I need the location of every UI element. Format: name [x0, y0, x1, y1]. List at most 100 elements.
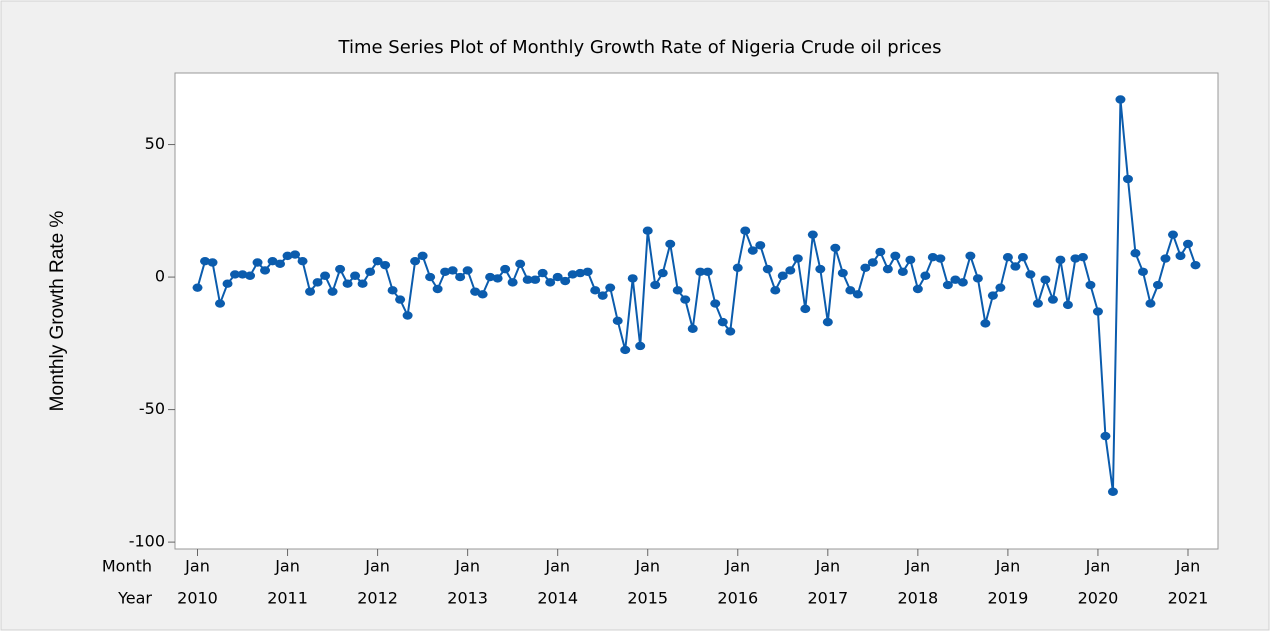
marker	[755, 241, 766, 250]
x-tick-label: Jan	[905, 557, 931, 576]
marker	[252, 258, 263, 267]
marker	[575, 268, 586, 278]
marker	[500, 264, 511, 274]
marker	[245, 271, 256, 280]
marker	[1152, 280, 1163, 290]
marker	[470, 287, 481, 296]
marker	[710, 299, 721, 308]
marker	[890, 251, 901, 261]
y-tick-label: -100	[129, 532, 165, 551]
marker	[950, 275, 961, 284]
marker	[1047, 295, 1058, 304]
marker	[380, 260, 391, 270]
marker	[567, 270, 578, 279]
marker	[702, 267, 713, 276]
marker	[687, 324, 698, 333]
x-tick-label: Jan	[184, 557, 210, 576]
marker	[942, 280, 953, 290]
marker	[852, 290, 863, 299]
marker	[905, 255, 916, 265]
marker	[867, 258, 878, 267]
marker	[582, 267, 593, 276]
chart-title: Time Series Plot of Monthly Growth Rate …	[338, 37, 942, 58]
marker	[612, 316, 623, 326]
marker	[417, 251, 428, 261]
y-tick-label: -50	[139, 399, 165, 418]
marker	[192, 283, 203, 292]
marker	[1085, 280, 1096, 290]
marker	[972, 274, 983, 283]
marker	[987, 291, 998, 300]
marker	[747, 246, 758, 255]
marker	[522, 275, 533, 284]
y-axis-label: Monthly Growth Rate %	[47, 211, 68, 412]
marker	[830, 243, 841, 253]
marker	[335, 264, 346, 274]
marker	[327, 287, 338, 296]
x-tick-label: Jan	[1085, 557, 1111, 576]
marker	[207, 258, 218, 267]
marker	[447, 266, 458, 275]
marker	[1167, 230, 1178, 239]
marker	[305, 287, 316, 296]
y-tick-label: 50	[145, 134, 165, 153]
x-tick-label: Jan	[274, 557, 300, 576]
marker	[215, 299, 226, 308]
marker	[1040, 275, 1051, 284]
marker	[402, 311, 413, 320]
x-tick-label: Jan	[454, 557, 480, 576]
marker	[530, 275, 541, 284]
marker	[387, 286, 398, 295]
marker	[440, 267, 451, 276]
marker	[777, 271, 788, 280]
marker	[650, 280, 661, 290]
x-tick-year: 2016	[717, 589, 758, 608]
marker	[620, 345, 631, 355]
marker	[1025, 270, 1036, 279]
marker	[695, 267, 706, 276]
marker	[537, 268, 548, 278]
marker	[365, 267, 376, 276]
marker	[282, 251, 293, 261]
x-row-label: Month	[102, 557, 152, 576]
x-tick-year: 2019	[988, 589, 1029, 608]
marker	[1002, 252, 1013, 262]
marker	[672, 286, 683, 295]
marker	[1107, 487, 1118, 496]
marker	[935, 254, 946, 263]
marker	[912, 284, 923, 294]
marker	[560, 276, 571, 286]
x-tick-label: Jan	[634, 557, 660, 576]
marker	[860, 263, 871, 272]
marker	[1055, 255, 1066, 265]
marker	[320, 271, 331, 280]
marker	[635, 341, 646, 351]
plot-area	[174, 72, 1219, 550]
marker	[485, 272, 496, 282]
marker	[875, 247, 886, 257]
marker	[462, 266, 473, 275]
marker	[627, 274, 638, 283]
marker	[762, 264, 773, 274]
marker	[1032, 299, 1043, 308]
marker	[590, 286, 601, 295]
x-tick-year: 2014	[537, 589, 578, 608]
x-tick-label: Jan	[1175, 557, 1201, 576]
marker	[920, 271, 931, 280]
marker	[597, 291, 608, 300]
x-tick-label: Jan	[364, 557, 390, 576]
marker	[395, 295, 406, 304]
marker	[267, 256, 278, 266]
x-tick-year: 2017	[807, 589, 848, 608]
marker	[1062, 300, 1073, 310]
marker	[1190, 260, 1201, 270]
marker	[552, 272, 563, 282]
marker	[800, 304, 811, 314]
marker	[845, 286, 856, 295]
marker	[222, 279, 233, 288]
x-tick-label: Jan	[814, 557, 840, 576]
marker	[1077, 252, 1088, 262]
marker	[680, 295, 691, 304]
marker	[312, 278, 323, 287]
x-tick-label: Jan	[724, 557, 750, 576]
